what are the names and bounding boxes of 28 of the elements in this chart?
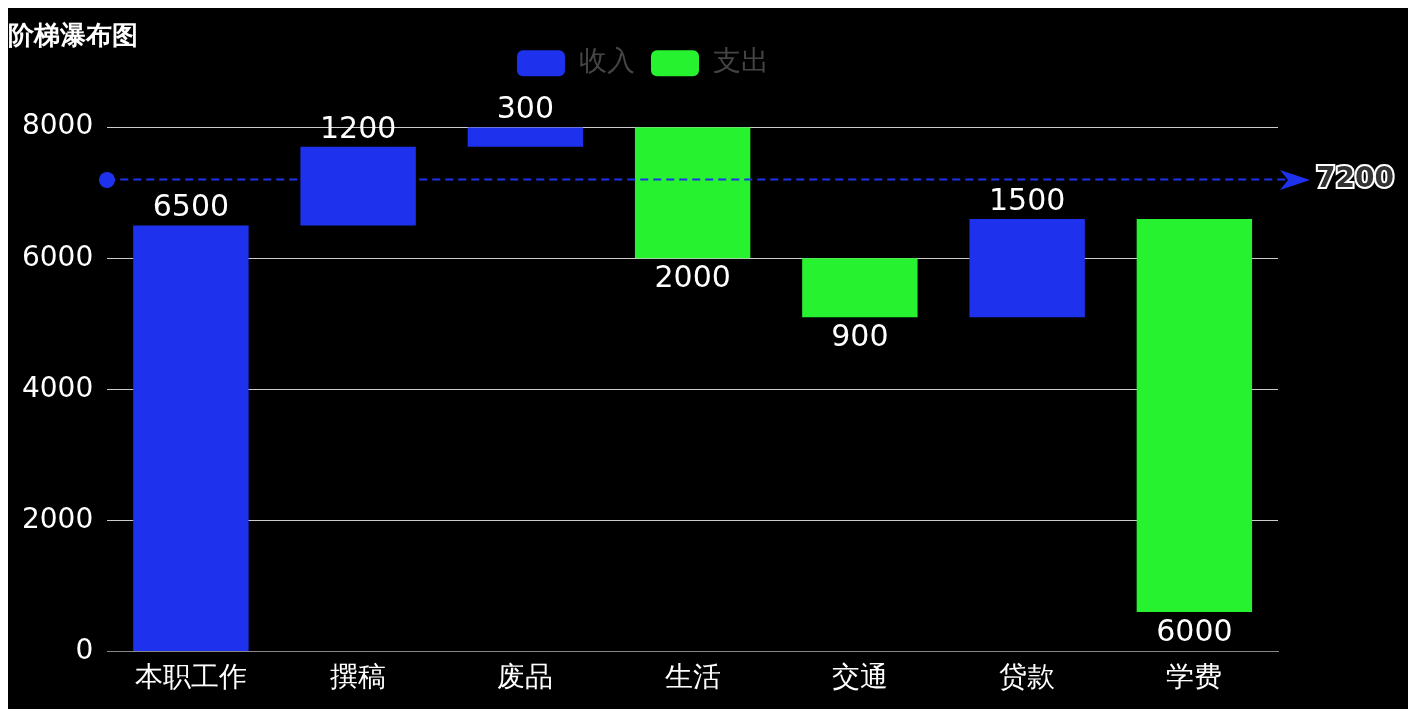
bar bbox=[969, 218, 1085, 318]
legend-label: 收入 bbox=[579, 44, 635, 78]
data-label: 2000 bbox=[654, 259, 731, 295]
x-tick-label: 废品 bbox=[497, 660, 554, 694]
y-tick-label: 8000 bbox=[21, 108, 94, 142]
bar bbox=[634, 127, 751, 259]
chart-title: 阶梯瀑布图 bbox=[8, 20, 138, 51]
data-label: 900 bbox=[831, 318, 889, 354]
x-tick-label: 交通 bbox=[831, 660, 888, 694]
x-tick-label: 贷款 bbox=[999, 660, 1056, 694]
legend-label: 支出 bbox=[713, 44, 769, 78]
bar bbox=[1136, 218, 1253, 613]
y-tick-label: 2000 bbox=[21, 501, 94, 535]
ref-line-label: 7200 bbox=[1316, 160, 1394, 194]
x-tick-label: 本职工作 bbox=[134, 660, 247, 694]
x-tick-label: 撰稿 bbox=[330, 660, 387, 694]
y-tick-label: 6000 bbox=[21, 239, 94, 273]
y-tick-label: 0 bbox=[75, 632, 94, 666]
x-tick-label: 生活 bbox=[664, 660, 721, 694]
data-label: 300 bbox=[496, 90, 555, 125]
bar bbox=[802, 258, 918, 318]
y-tick-label: 4000 bbox=[21, 370, 94, 404]
x-tick-label: 学费 bbox=[1166, 660, 1223, 694]
data-label: 6000 bbox=[1156, 612, 1233, 648]
bar bbox=[133, 225, 249, 651]
data-label: 1500 bbox=[988, 181, 1066, 217]
bar bbox=[467, 127, 584, 147]
data-label: 6500 bbox=[152, 188, 230, 224]
